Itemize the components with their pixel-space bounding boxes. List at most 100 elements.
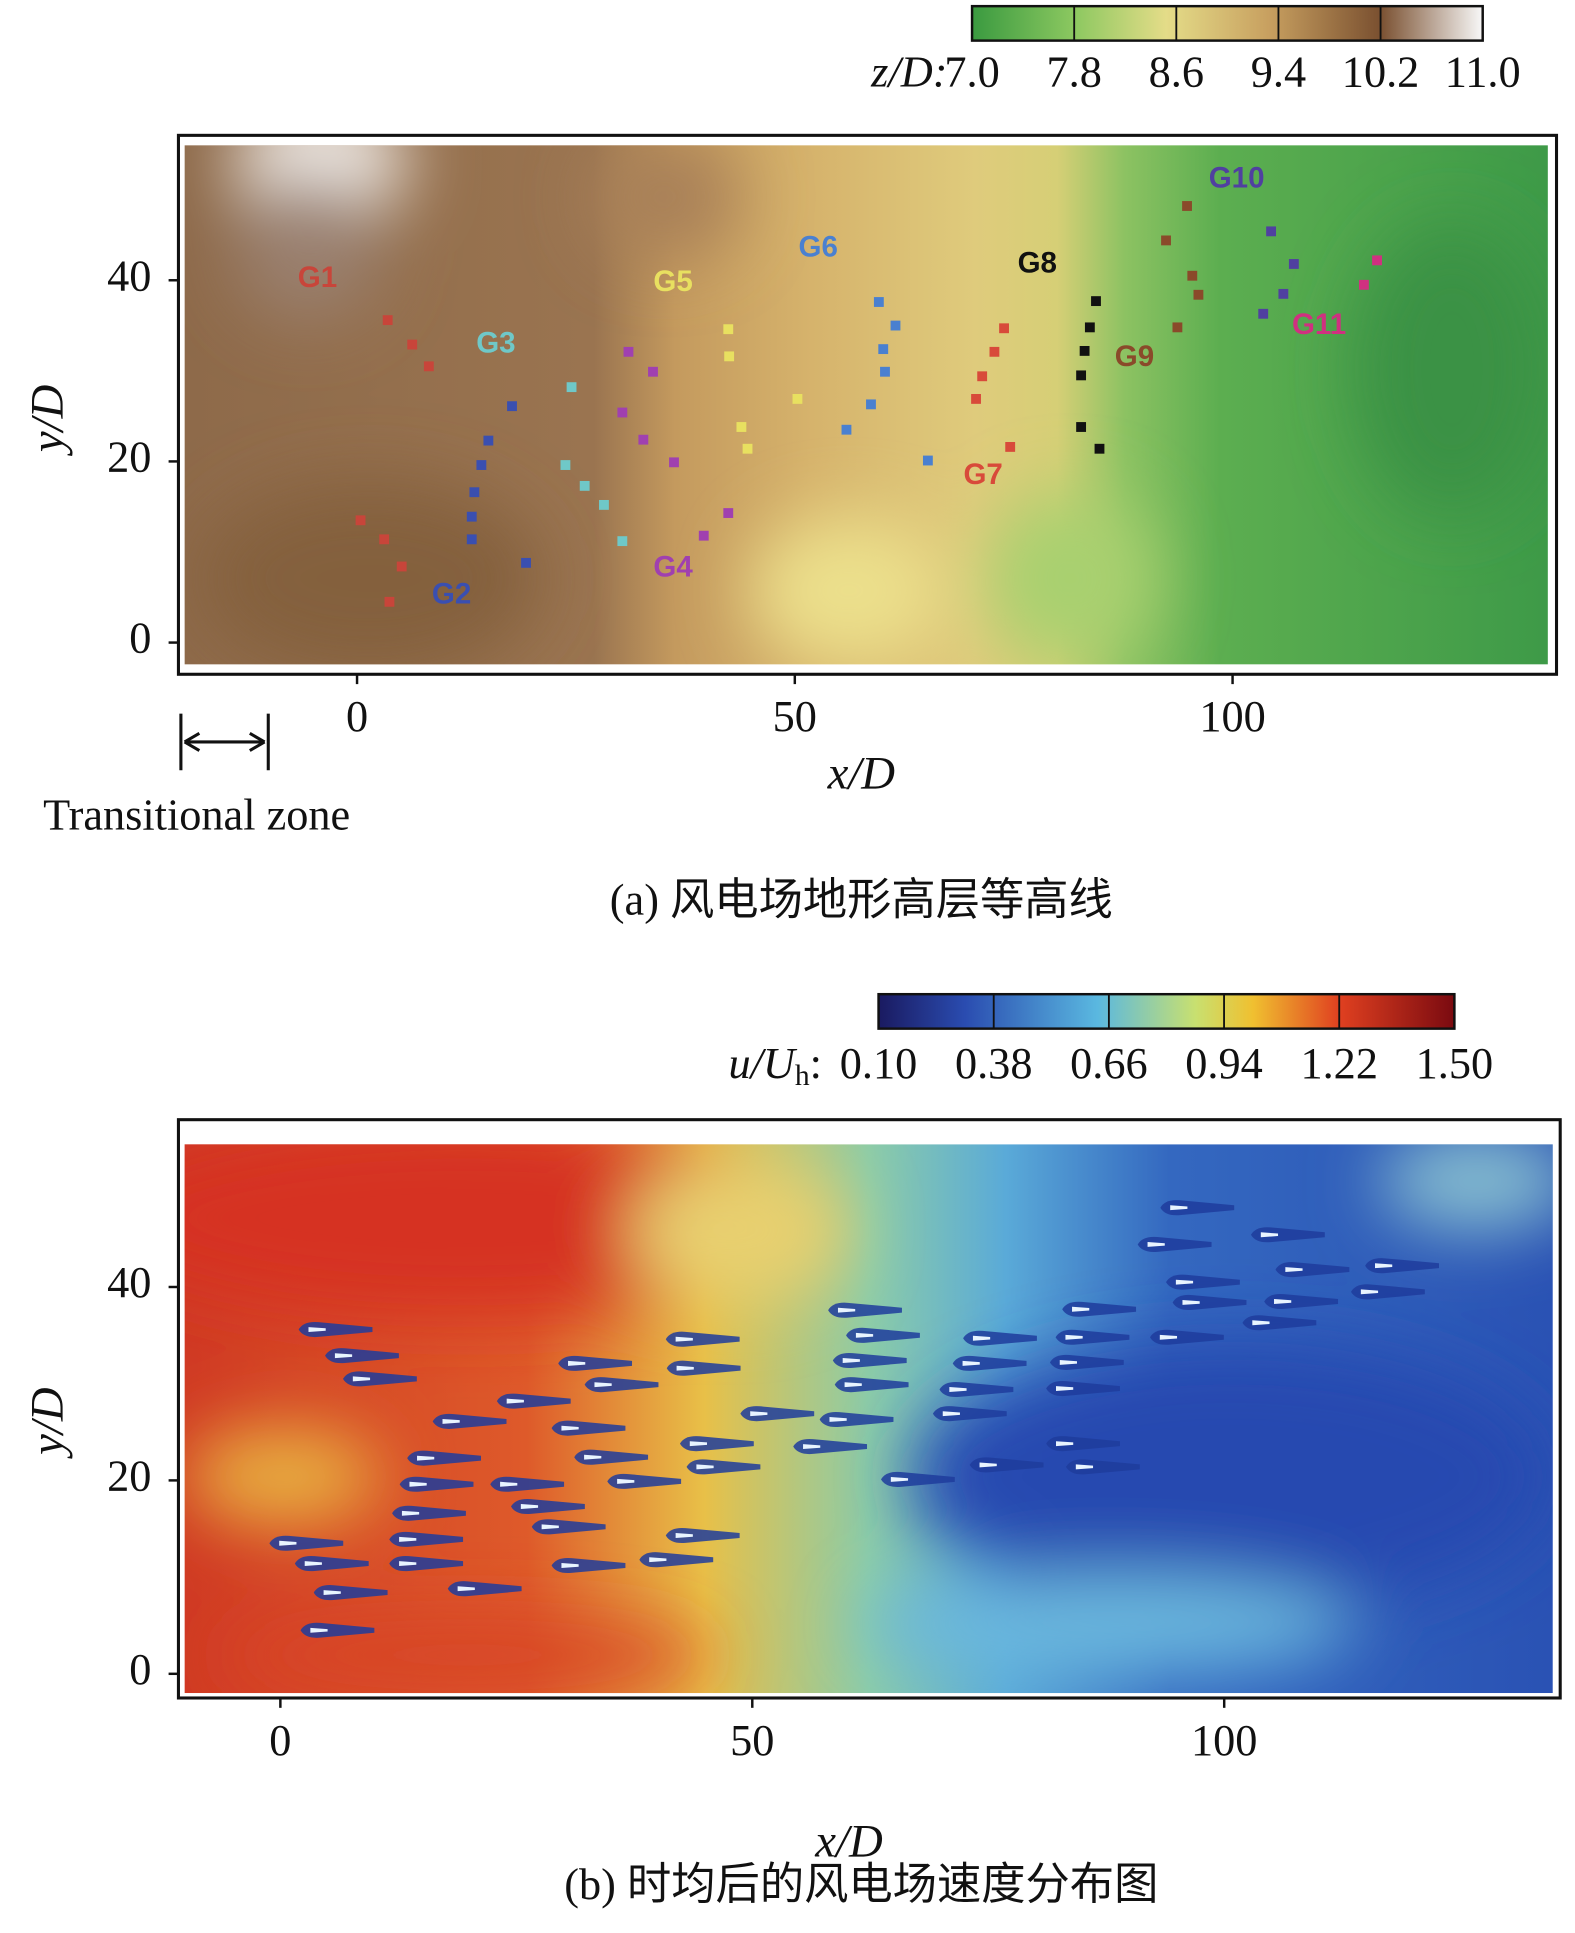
turbine <box>742 443 753 454</box>
wake-tip <box>409 1481 427 1487</box>
wake <box>1055 1329 1130 1345</box>
colorbar <box>970 4 1484 42</box>
turbine <box>1288 259 1299 269</box>
wake <box>325 1348 399 1364</box>
group-label: G10 <box>1209 161 1265 194</box>
wake-tip <box>1182 1300 1200 1305</box>
wake <box>963 1330 1037 1346</box>
wake <box>558 1355 633 1371</box>
turbine <box>792 394 803 404</box>
turbine <box>1076 370 1087 381</box>
wake-tip <box>1059 1359 1078 1365</box>
x-tick-label: 0 <box>269 1716 291 1765</box>
wake <box>679 1436 754 1452</box>
wake <box>952 1355 1027 1371</box>
wake-tip <box>617 1478 635 1484</box>
turbine <box>1076 422 1087 432</box>
wake-tip <box>1175 1279 1194 1285</box>
turbine <box>1278 288 1289 299</box>
turbine <box>922 455 933 466</box>
wake <box>639 1552 714 1568</box>
y-tick-label: 0 <box>129 1645 151 1694</box>
annotation: Transitional zone <box>43 791 350 840</box>
turbine <box>466 511 477 522</box>
colorbar-tick-label: 0.66 <box>1070 1039 1148 1088</box>
colorbar-label-end: : <box>810 1039 822 1088</box>
wake-tip <box>855 1332 874 1338</box>
wake-tip <box>541 1524 559 1530</box>
colorbar-tick-label: 10.2 <box>1342 47 1420 96</box>
turbine <box>1005 442 1016 452</box>
wake-tip <box>829 1417 847 1422</box>
colorbar-tick-label: 0.10 <box>840 1039 917 1088</box>
wake-tip <box>972 1335 991 1341</box>
turbine <box>698 530 709 541</box>
group-label: G4 <box>653 550 693 583</box>
wake <box>392 1505 466 1521</box>
x-tick-label: 100 <box>1191 1716 1257 1765</box>
colorbar-label: u/Uh: <box>728 1039 822 1091</box>
wake <box>432 1413 507 1429</box>
wake <box>607 1473 682 1489</box>
wake-tip <box>1375 1263 1393 1269</box>
turbine <box>507 401 517 412</box>
wake <box>511 1498 585 1515</box>
turbine <box>638 434 649 445</box>
wake <box>819 1411 894 1428</box>
wake-tip <box>1285 1267 1303 1273</box>
wake <box>880 1471 955 1487</box>
turbine <box>560 460 571 470</box>
turbine <box>723 324 734 335</box>
wake <box>1365 1258 1439 1274</box>
turbine <box>1091 296 1101 307</box>
colorbar-tick-label: 1.22 <box>1300 1039 1378 1088</box>
turbine <box>384 596 395 607</box>
caption: (b) 时均后的风电场速度分布图 <box>564 1860 1158 1909</box>
wake <box>793 1439 868 1455</box>
colorbar-tick-label: 1.50 <box>1416 1039 1494 1088</box>
wake-tip <box>1159 1334 1178 1340</box>
wake <box>666 1360 741 1376</box>
wake <box>407 1450 482 1466</box>
wake <box>343 1371 417 1387</box>
colorbar-label-main: u/U <box>728 1039 797 1088</box>
wake-tip <box>506 1398 524 1404</box>
wake <box>665 1527 740 1544</box>
turbine <box>521 557 531 568</box>
wake <box>1275 1262 1350 1278</box>
colorbar <box>877 992 1456 1030</box>
terrain-field <box>184 145 1548 665</box>
y-tick-label: 40 <box>107 251 151 300</box>
turbine <box>736 422 747 432</box>
wake-tip <box>962 1360 980 1366</box>
wake-tip <box>1065 1334 1083 1340</box>
y-tick-label: 0 <box>129 614 151 663</box>
wake-tip <box>696 1464 714 1470</box>
wake <box>574 1449 649 1465</box>
turbine <box>407 339 418 350</box>
wake <box>551 1557 626 1574</box>
plot-frame <box>176 133 1559 676</box>
wake-tip <box>457 1586 475 1592</box>
turbine <box>617 536 628 547</box>
wake-tip <box>323 1590 341 1596</box>
wake <box>846 1327 920 1343</box>
wake <box>300 1622 375 1638</box>
wake <box>490 1476 565 1492</box>
wake <box>399 1476 474 1492</box>
turbine <box>1358 279 1369 290</box>
wake <box>298 1322 373 1338</box>
colorbar-tick-label: 11.0 <box>1445 47 1521 96</box>
wake <box>665 1331 740 1347</box>
wake-tip <box>1055 1386 1074 1391</box>
wake <box>939 1381 1014 1398</box>
wake-tip <box>1075 1464 1094 1470</box>
wake <box>1264 1293 1339 1310</box>
wake <box>832 1352 907 1369</box>
turbine <box>1266 226 1277 237</box>
colorbar-label-sub: h <box>795 1060 810 1092</box>
group-label: G7 <box>963 458 1002 491</box>
wake-tip <box>1072 1306 1090 1312</box>
y-tick-label: 20 <box>107 433 151 482</box>
